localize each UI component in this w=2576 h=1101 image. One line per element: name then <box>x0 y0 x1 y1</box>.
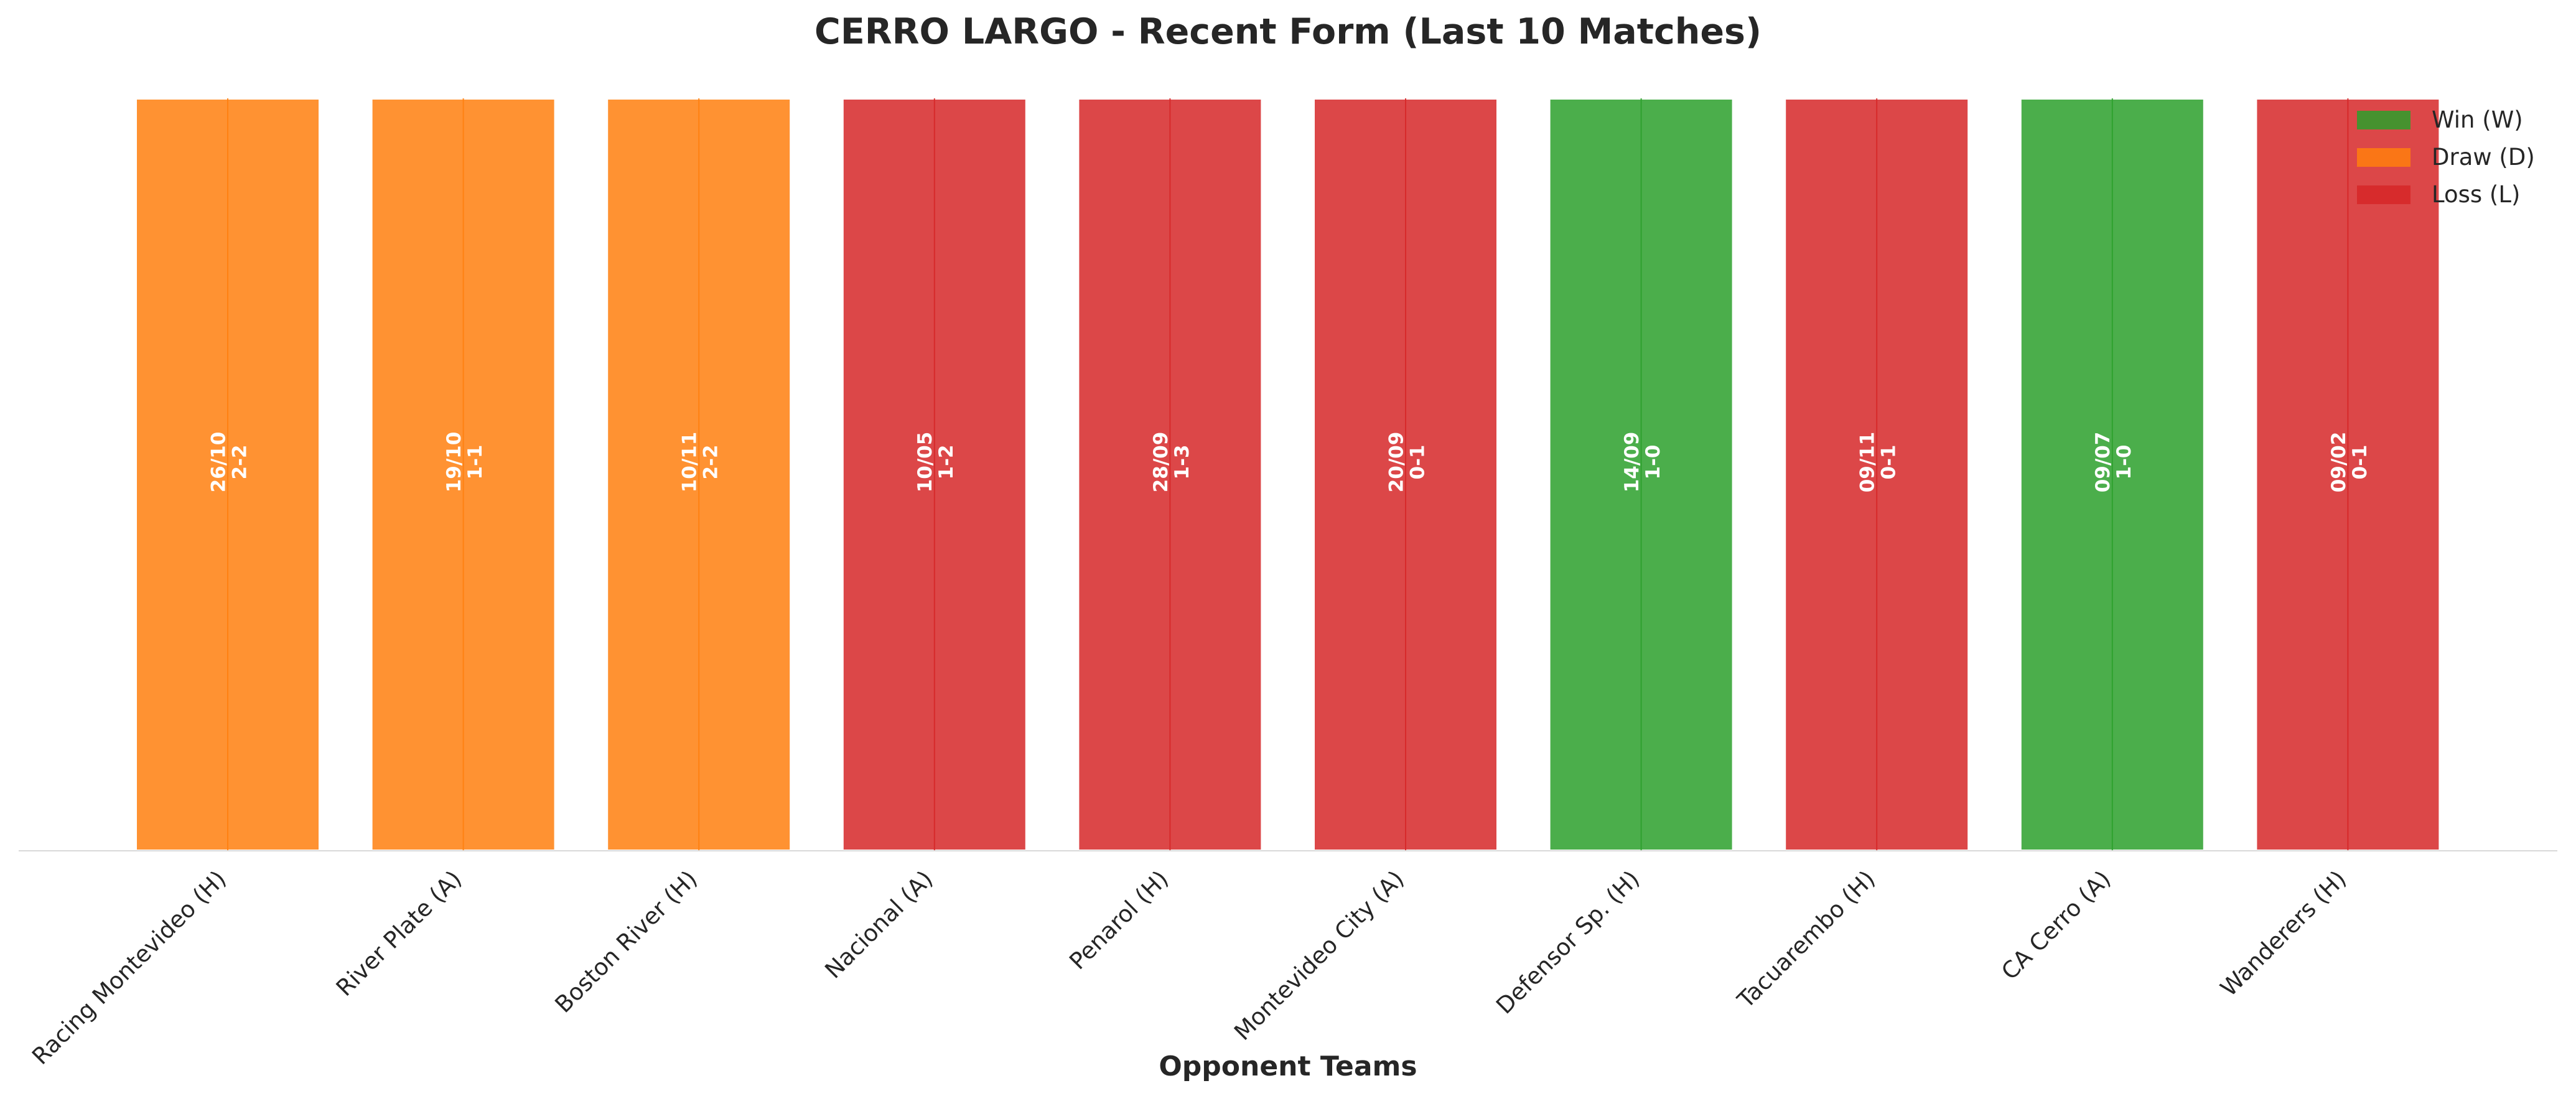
bar-date-label: 26/10 <box>207 432 230 493</box>
bar-score-label: 0-1 <box>1406 444 1429 479</box>
x-tick-label: Montevideo City (A) <box>1229 865 1409 1046</box>
bar-date-label: 10/05 <box>914 432 936 493</box>
bar-data-label: 09/020-1 <box>2328 432 2371 493</box>
bar-data-label: 09/071-0 <box>2092 432 2135 493</box>
x-tick-label: Racing Montevideo (H) <box>27 865 231 1070</box>
bar-score-label: 1-3 <box>1171 444 1193 479</box>
bar-score-label: 1-2 <box>935 444 958 479</box>
bar-date-label: 09/07 <box>2092 432 2114 493</box>
x-axis-label: Opponent Teams <box>1159 1051 1417 1082</box>
bar-date-label: 09/02 <box>2328 432 2350 493</box>
bar-data-label: 09/110-1 <box>1857 432 1900 493</box>
legend-label-l: Loss (L) <box>2432 181 2520 208</box>
bar-data-label: 10/112-2 <box>679 432 722 493</box>
bar-date-label: 20/09 <box>1385 432 1407 493</box>
bar-score-label: 0-1 <box>2349 444 2371 479</box>
x-tick-label: CA Cerro (A) <box>1996 865 2116 985</box>
bar-score-label: 1-0 <box>2113 444 2135 479</box>
bars-layer: 26/102-2 19/101-1 10/112-2 10/051-2 28/091-3… <box>134 97 2442 852</box>
bar-data-label: 28/091-3 <box>1150 432 1193 493</box>
legend-swatch-w <box>2357 111 2410 129</box>
bar-score-label: 2-2 <box>228 444 251 479</box>
legend-swatch-l <box>2357 185 2410 204</box>
bar-data-label: 10/051-2 <box>914 432 958 493</box>
bar-date-label: 19/10 <box>443 432 465 493</box>
x-tick-label: River Plate (A) <box>331 865 467 1001</box>
x-tick-labels: Racing Montevideo (H) River Plate (A) Bost… <box>27 865 2351 1070</box>
x-tick-label: Wanderers (H) <box>2215 865 2351 1001</box>
legend-label-d: Draw (D) <box>2432 144 2535 171</box>
bar-score-label: 1-1 <box>464 444 487 479</box>
x-tick-label: Tacuarembo (H) <box>1732 865 1880 1014</box>
bar-data-label: 19/101-1 <box>443 432 487 493</box>
legend: Win (W) Draw (D) Loss (L) <box>2357 106 2535 208</box>
bar-data-label: 14/091-0 <box>1621 432 1664 493</box>
x-tick-label: Defensor Sp. (H) <box>1491 865 1645 1019</box>
x-tick-label: Boston River (H) <box>550 865 702 1018</box>
x-tick-label: Penarol (H) <box>1064 865 1174 975</box>
bar-score-label: 1-0 <box>1642 444 1664 479</box>
bar-score-label: 2-2 <box>700 444 722 479</box>
bar-score-label: 0-1 <box>1878 444 1900 479</box>
x-tick-label: Nacional (A) <box>819 865 938 983</box>
bar-date-label: 14/09 <box>1621 432 1643 493</box>
legend-label-w: Win (W) <box>2432 106 2523 133</box>
bar-date-label: 09/11 <box>1857 432 1879 493</box>
bar-date-label: 28/09 <box>1150 432 1172 493</box>
bar-data-label: 26/102-2 <box>207 432 251 493</box>
legend-swatch-d <box>2357 148 2410 167</box>
chart-title: CERRO LARGO - Recent Form (Last 10 Match… <box>814 11 1762 52</box>
bar-date-label: 10/11 <box>679 432 701 493</box>
bar-data-label: 20/090-1 <box>1385 432 1429 493</box>
